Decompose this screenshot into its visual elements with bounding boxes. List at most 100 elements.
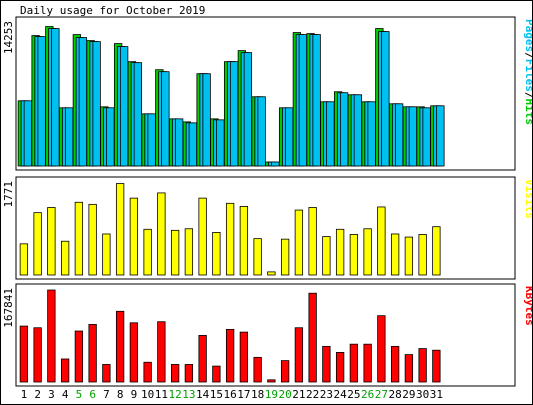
legend-kbytes: KBytes: [523, 286, 533, 326]
x-tick-label: 19: [265, 388, 278, 401]
x-tick-label: 11: [155, 388, 168, 401]
bar-pages: [353, 94, 363, 167]
bar-visits: [74, 201, 84, 276]
bar-visits: [33, 212, 42, 276]
bar-visits: [19, 243, 29, 276]
legend-entry: Pages: [523, 19, 533, 52]
bar-kbytes: [60, 358, 70, 383]
bar-kbytes: [47, 289, 56, 383]
bar-visits: [294, 209, 304, 276]
bar-pages: [394, 103, 404, 167]
bar-visits: [184, 228, 194, 276]
bar-kbytes: [349, 343, 359, 383]
x-tick-label: 23: [320, 388, 333, 401]
bar-kbytes: [404, 354, 414, 383]
bar-kbytes: [225, 328, 235, 383]
bar-visits: [404, 236, 414, 276]
x-tick-label: 4: [62, 388, 69, 401]
bar-kbytes: [267, 379, 276, 383]
y-max-label: 1771: [2, 181, 15, 208]
bar-pages: [298, 34, 308, 167]
bar-visits: [88, 203, 97, 276]
legend-visits: Visits: [523, 179, 533, 219]
bar-visits: [432, 226, 441, 276]
x-tick-label: 29: [402, 388, 415, 401]
x-tick-label: 2: [34, 388, 41, 401]
bar-visits: [198, 197, 207, 276]
y-max-label: 14253: [2, 21, 15, 54]
panel-visits: 1771 Visits: [2, 176, 533, 280]
bar-pages: [367, 101, 376, 167]
legend-entry: Hits: [523, 99, 533, 126]
bar-pages: [422, 107, 431, 167]
bar-pages: [436, 105, 445, 167]
bar-visits: [102, 233, 111, 276]
bar-visits: [157, 192, 166, 276]
x-tick-label: 6: [89, 388, 96, 401]
bar-visits: [212, 232, 221, 276]
legend-entry: Visits: [523, 179, 533, 219]
bar-kbytes: [184, 364, 194, 383]
bar-kbytes: [377, 315, 386, 383]
bar-visits: [129, 197, 139, 276]
bar-visits: [267, 271, 276, 276]
y-max-label: 167841: [2, 288, 15, 328]
x-tick-label: 16: [224, 388, 237, 401]
bar-kbytes: [33, 327, 42, 383]
bar-kbytes: [390, 345, 400, 383]
bar-pages: [326, 101, 335, 167]
bar-pages: [271, 161, 280, 167]
bar-kbytes: [294, 327, 304, 383]
bar-pages: [257, 96, 266, 167]
bar-kbytes: [212, 365, 221, 383]
bar-kbytes: [129, 322, 139, 383]
bar-pages: [78, 37, 88, 167]
x-tick-label: 12: [169, 388, 182, 401]
bar-pages: [92, 41, 101, 167]
x-tick-label: 20: [279, 388, 292, 401]
x-tick-label: 31: [430, 388, 443, 401]
bar-pages: [147, 113, 156, 167]
bar-pages: [64, 107, 74, 167]
bar-pages: [119, 46, 129, 167]
bar-kbytes: [322, 345, 331, 383]
bar-kbytes: [418, 348, 427, 383]
bar-kbytes: [239, 331, 249, 383]
bar-pages: [339, 92, 349, 167]
bar-visits: [349, 234, 359, 276]
x-tick-label: 30: [416, 388, 429, 401]
panel-frame: [15, 283, 516, 387]
bar-kbytes: [363, 343, 372, 383]
x-tick-label: 25: [347, 388, 360, 401]
x-tick-label: 28: [389, 388, 402, 401]
bar-visits: [253, 238, 262, 276]
panel-kbytes: 167841 KBytes: [2, 283, 533, 387]
bar-pages: [51, 28, 60, 167]
x-tick-label: 22: [306, 388, 319, 401]
bar-pages: [243, 52, 253, 167]
x-tick-label: 3: [48, 388, 55, 401]
bar-kbytes: [143, 361, 152, 383]
bar-pages: [161, 71, 170, 167]
bar-kbytes: [432, 349, 441, 383]
bar-visits: [390, 233, 400, 276]
bar-pages: [381, 31, 390, 167]
bar-pages: [188, 122, 198, 167]
chart-panels: 14253Pages/Files/Hits1771Visits167841KBy…: [2, 16, 533, 387]
bar-visits: [418, 234, 427, 276]
x-tick-label: 15: [210, 388, 223, 401]
x-tick-label: 18: [251, 388, 264, 401]
x-tick-label: 27: [375, 388, 388, 401]
bar-visits: [363, 228, 372, 276]
bar-kbytes: [198, 335, 207, 383]
x-tick-label: 8: [117, 388, 124, 401]
bar-pages: [202, 73, 211, 167]
bar-visits: [322, 236, 331, 276]
x-tick-label: 24: [334, 388, 348, 401]
bar-kbytes: [253, 356, 262, 383]
x-tick-label: 10: [141, 388, 154, 401]
legend-entry: /: [523, 52, 533, 59]
bar-visits: [308, 207, 317, 276]
